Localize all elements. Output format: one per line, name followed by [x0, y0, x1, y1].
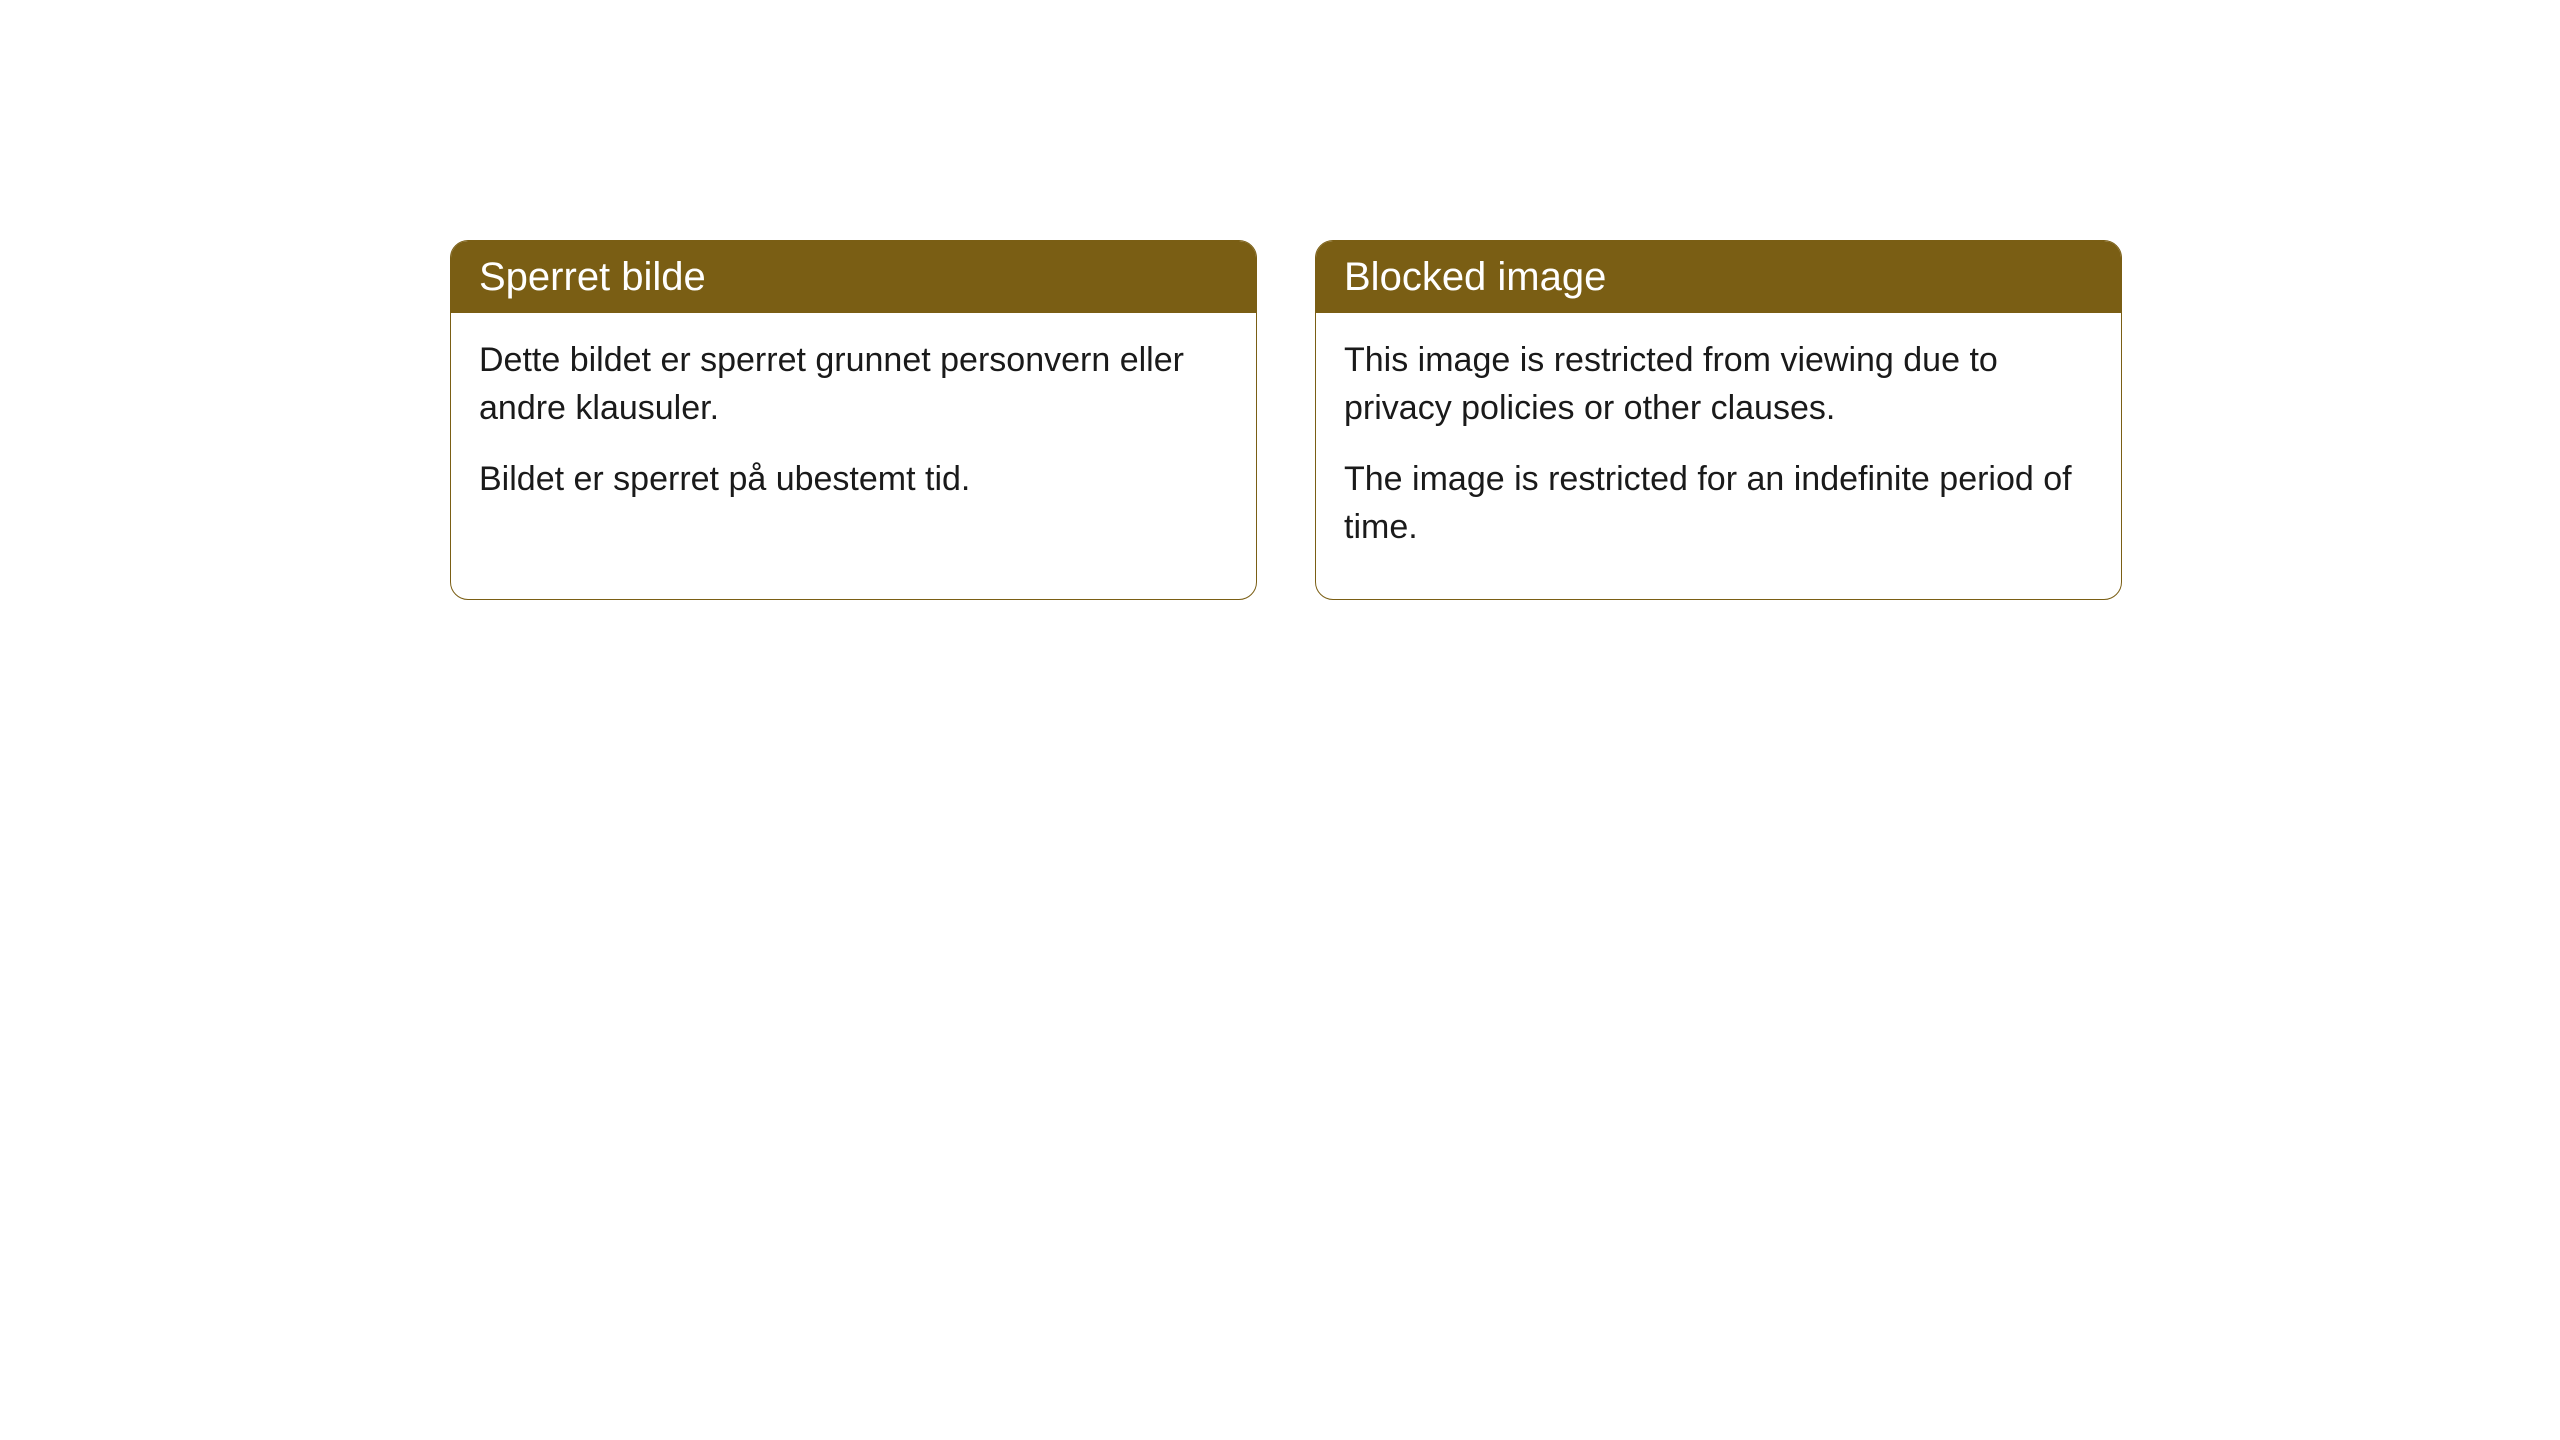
card-header-english: Blocked image — [1316, 241, 2121, 313]
card-body-english: This image is restricted from viewing du… — [1316, 313, 2121, 599]
card-norwegian: Sperret bilde Dette bildet er sperret gr… — [450, 240, 1257, 600]
card-body-norwegian: Dette bildet er sperret grunnet personve… — [451, 313, 1256, 552]
card-body-p2-english: The image is restricted for an indefinit… — [1344, 456, 2093, 551]
card-header-norwegian: Sperret bilde — [451, 241, 1256, 313]
cards-container: Sperret bilde Dette bildet er sperret gr… — [450, 240, 2122, 600]
card-title-english: Blocked image — [1344, 255, 1606, 299]
card-english: Blocked image This image is restricted f… — [1315, 240, 2122, 600]
card-body-p2-norwegian: Bildet er sperret på ubestemt tid. — [479, 456, 1228, 504]
card-body-p1-english: This image is restricted from viewing du… — [1344, 337, 2093, 432]
card-body-p1-norwegian: Dette bildet er sperret grunnet personve… — [479, 337, 1228, 432]
card-title-norwegian: Sperret bilde — [479, 255, 706, 299]
